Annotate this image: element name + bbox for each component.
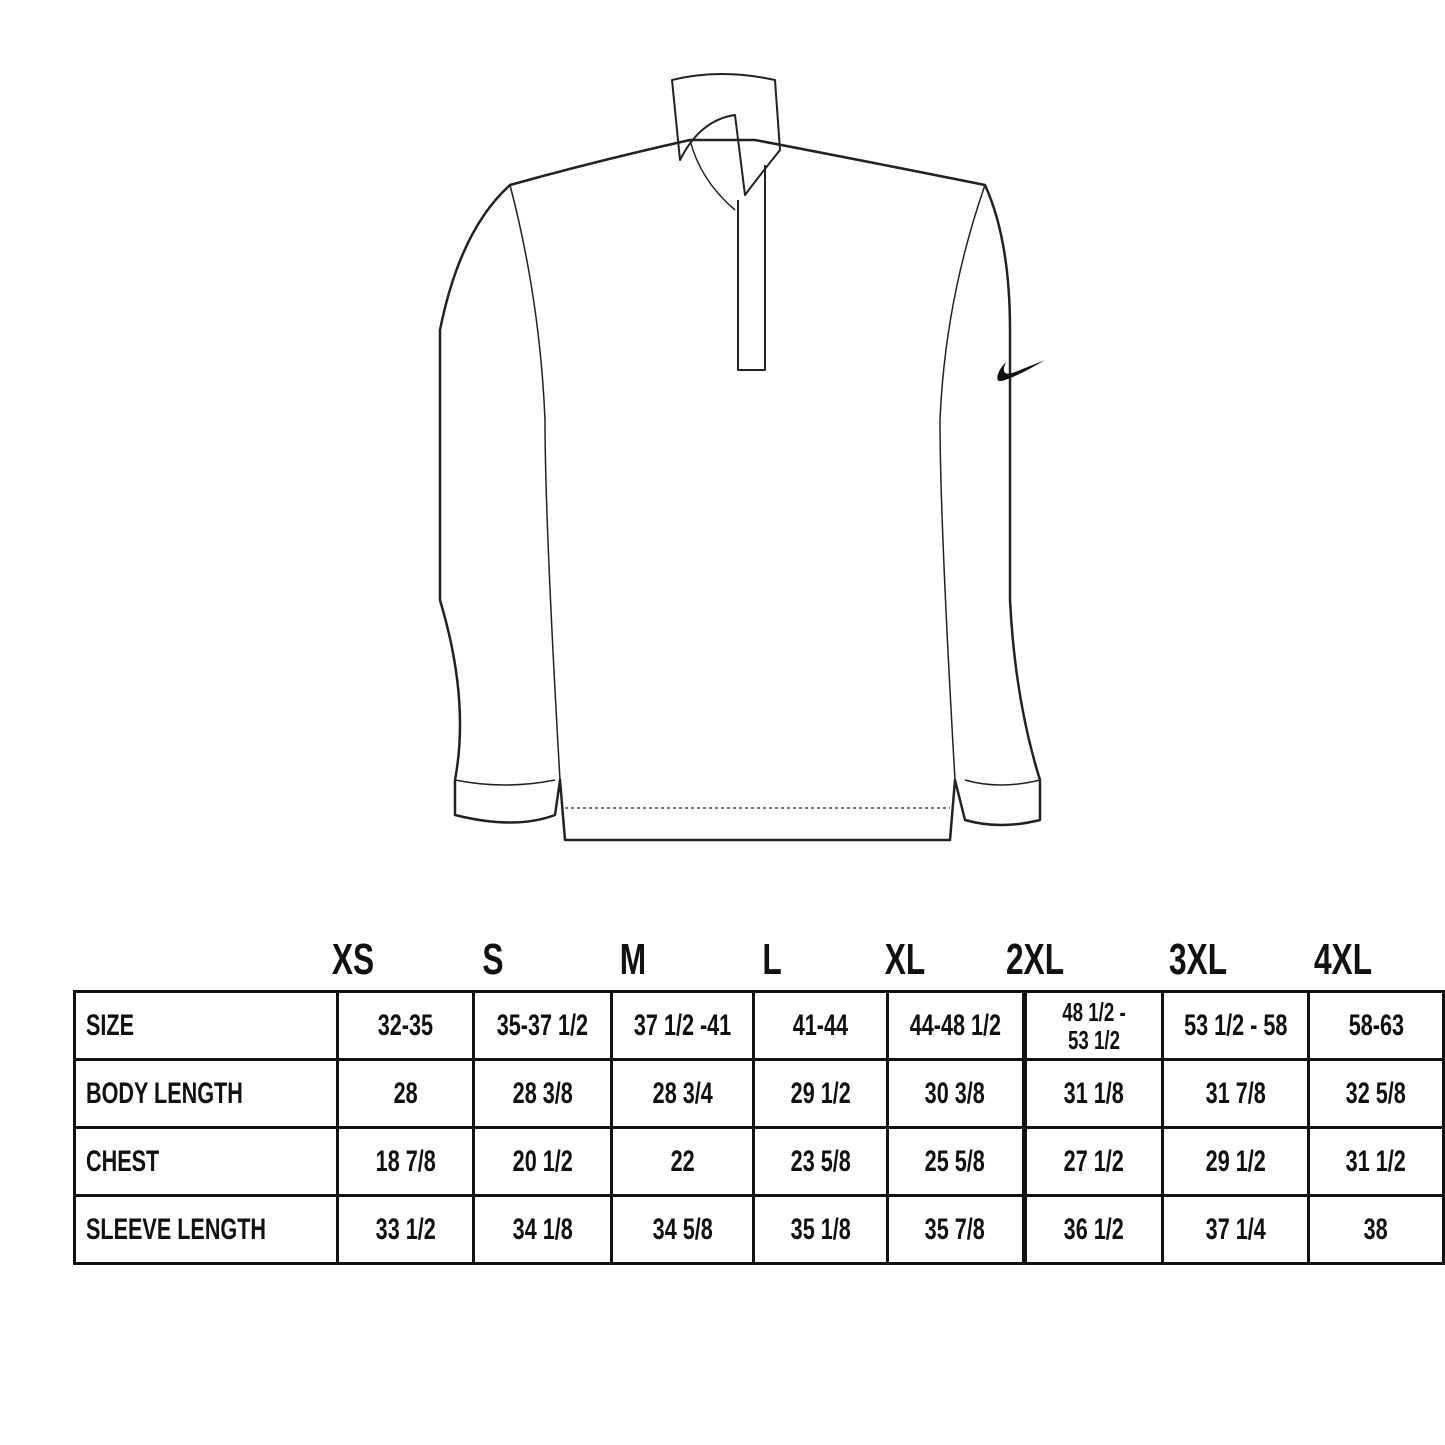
cell-value: 32 5/8: [1346, 1076, 1407, 1110]
cell-value: 20 1/2: [512, 1144, 573, 1178]
cell-value: 41-44: [792, 1008, 848, 1042]
cell-value: 53 1/2 - 58: [1183, 1008, 1288, 1042]
cell-value: 28 3/8: [512, 1076, 573, 1110]
table-cell: 37 1/4: [1160, 1194, 1311, 1265]
row-label: SIZE: [86, 1008, 135, 1042]
cell-value: 37 1/4: [1205, 1212, 1266, 1246]
cell-value: 38: [1364, 1212, 1389, 1246]
table-cell: 23 5/8: [751, 1126, 889, 1197]
table-cell: 30 3/8: [885, 1058, 1026, 1129]
cell-value: 33 1/2: [375, 1212, 436, 1246]
cell-value: 29 1/2: [1205, 1144, 1266, 1178]
cell-value: 36 1/2: [1063, 1212, 1124, 1246]
cell-value: 28: [393, 1076, 418, 1110]
garment-zipper: [737, 165, 766, 371]
table-cell: 35 7/8: [885, 1194, 1026, 1265]
cell-value: 44-48 1/2: [909, 1008, 1001, 1042]
table-cell: 33 1/2: [336, 1194, 475, 1265]
table-cell: 31 1/2: [1307, 1126, 1445, 1197]
table-cell: 37 1/2 -41: [610, 990, 755, 1061]
size-header-m: M: [619, 935, 647, 984]
table-cell: 48 1/2 - 53 1/2: [1021, 990, 1164, 1061]
table-row: SLEEVE LENGTH 33 1/2 34 1/8 34 5/8 35 1/8 35 …: [72, 1194, 1445, 1265]
table-cell: 53 1/2 - 58: [1160, 990, 1311, 1061]
size-chart-table: SIZE 32-35 35-37 1/2 37 1/2 -41 41-44 44-48 1…: [72, 990, 1445, 1265]
cell-value: 31 7/8: [1205, 1076, 1266, 1110]
table-cell: 29 1/2: [1160, 1126, 1311, 1197]
size-header-4xl: 4XL: [1313, 935, 1373, 984]
cell-value: 58-63: [1348, 1008, 1404, 1042]
cell-value: 28 3/4: [652, 1076, 713, 1110]
table-row: SIZE 32-35 35-37 1/2 37 1/2 -41 41-44 44-48 1…: [72, 990, 1445, 1061]
row-label-cell: CHEST: [72, 1126, 340, 1197]
table-cell: 25 5/8: [885, 1126, 1026, 1197]
size-header-3xl: 3XL: [1168, 935, 1228, 984]
table-cell: 28 3/8: [471, 1058, 614, 1129]
row-label-cell: BODY LENGTH: [72, 1058, 340, 1129]
table-cell: 41-44: [751, 990, 889, 1061]
cell-value: 48 1/2 - 53 1/2: [1062, 996, 1126, 1055]
table-cell: 18 7/8: [336, 1126, 475, 1197]
table-row: CHEST 18 7/8 20 1/2 22 23 5/8 25 5/8 27 1/2 29 …: [72, 1126, 1445, 1197]
garment-illustration: [438, 73, 1045, 842]
garment-collar: [671, 73, 781, 196]
cell-value: 18 7/8: [375, 1144, 436, 1178]
size-header-s: S: [482, 935, 504, 984]
row-label: CHEST: [86, 1144, 160, 1178]
size-header-2xl: 2XL: [1005, 935, 1065, 984]
row-label-cell: SIZE: [72, 990, 340, 1061]
size-header-l: L: [762, 935, 782, 984]
table-cell: 58-63: [1307, 990, 1445, 1061]
cell-value: 31 1/2: [1346, 1144, 1407, 1178]
cell-value: 34 5/8: [652, 1212, 713, 1246]
cell-value: 37 1/2 -41: [633, 1008, 732, 1042]
table-cell: 20 1/2: [471, 1126, 614, 1197]
cell-value: 35-37 1/2: [496, 1008, 589, 1042]
row-label: BODY LENGTH: [86, 1076, 243, 1110]
cell-value: 35 7/8: [925, 1212, 986, 1246]
row-label: SLEEVE LENGTH: [86, 1212, 267, 1246]
table-cell: 36 1/2: [1021, 1194, 1164, 1265]
table-cell: 35 1/8: [751, 1194, 889, 1265]
table-cell: 28: [336, 1058, 475, 1129]
cell-value: 34 1/8: [512, 1212, 573, 1246]
table-cell: 32-35: [336, 990, 475, 1061]
size-header-xl: XL: [884, 935, 926, 984]
table-row: BODY LENGTH 28 28 3/8 28 3/4 29 1/2 30 3/8 31 …: [72, 1058, 1445, 1129]
cell-value: 25 5/8: [925, 1144, 986, 1178]
swoosh-icon: [997, 360, 1045, 382]
size-header-xs: XS: [331, 935, 375, 984]
cell-value: 27 1/2: [1063, 1144, 1124, 1178]
table-cell: 44-48 1/2: [885, 990, 1026, 1061]
table-cell: 34 5/8: [610, 1194, 755, 1265]
cell-value: 35 1/8: [790, 1212, 851, 1246]
table-cell: 31 1/8: [1021, 1058, 1164, 1129]
table-cell: 29 1/2: [751, 1058, 889, 1129]
cell-value: 22: [670, 1144, 695, 1178]
table-cell: 38: [1307, 1194, 1445, 1265]
table-cell: 34 1/8: [471, 1194, 614, 1265]
table-cell: 27 1/2: [1021, 1126, 1164, 1197]
table-cell: 31 7/8: [1160, 1058, 1311, 1129]
cell-value: 30 3/8: [925, 1076, 986, 1110]
table-cell: 32 5/8: [1307, 1058, 1445, 1129]
cell-value: 32-35: [377, 1008, 433, 1042]
cell-value: 29 1/2: [790, 1076, 851, 1110]
cell-value: 23 5/8: [790, 1144, 851, 1178]
table-cell: 22: [610, 1126, 755, 1197]
garment-body: [438, 138, 1042, 842]
table-cell: 28 3/4: [610, 1058, 755, 1129]
table-cell: 35-37 1/2: [471, 990, 614, 1061]
cell-value: 31 1/8: [1063, 1076, 1124, 1110]
row-label-cell: SLEEVE LENGTH: [72, 1194, 340, 1265]
